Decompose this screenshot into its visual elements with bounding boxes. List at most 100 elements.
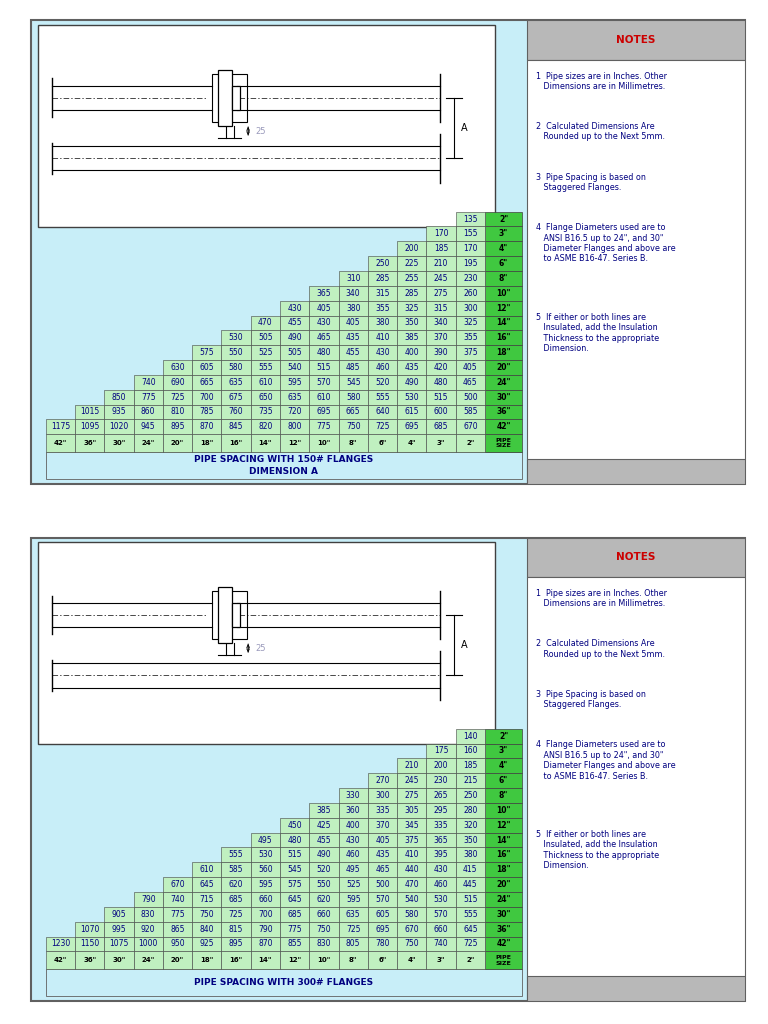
Text: 18": 18" [496, 865, 511, 874]
Bar [485, 951, 522, 969]
Bar [221, 331, 250, 345]
Bar [455, 360, 485, 375]
Text: 790: 790 [141, 895, 156, 904]
Text: NOTES: NOTES [617, 35, 656, 45]
Bar [104, 937, 134, 951]
Bar [368, 907, 397, 922]
Text: 580: 580 [229, 362, 243, 372]
Text: 670: 670 [463, 422, 478, 431]
Bar [455, 937, 485, 951]
Bar [485, 360, 522, 375]
Bar [134, 907, 163, 922]
Bar [426, 242, 455, 256]
Bar [250, 345, 280, 360]
Text: 545: 545 [287, 865, 302, 874]
Text: 610: 610 [258, 378, 273, 387]
Bar [134, 434, 163, 452]
Bar [163, 907, 192, 922]
Bar [310, 360, 339, 375]
Bar [426, 315, 455, 331]
Bar [426, 404, 455, 420]
Text: 400: 400 [346, 820, 360, 829]
Text: 160: 160 [463, 746, 478, 756]
Text: 785: 785 [200, 408, 214, 417]
Text: 580: 580 [405, 909, 419, 919]
Bar [455, 892, 485, 907]
Text: 540: 540 [405, 895, 419, 904]
Text: 325: 325 [405, 303, 419, 312]
Bar [104, 404, 134, 420]
Bar [397, 301, 426, 315]
Bar [46, 434, 75, 452]
Bar [485, 286, 522, 301]
Text: 30": 30" [112, 440, 125, 446]
Text: 870: 870 [258, 939, 273, 948]
Text: 950: 950 [170, 939, 185, 948]
Bar [368, 922, 397, 937]
Text: 645: 645 [200, 880, 214, 889]
Text: 725: 725 [376, 422, 389, 431]
Text: 635: 635 [229, 378, 243, 387]
Text: 725: 725 [170, 392, 185, 401]
Bar [426, 390, 455, 404]
Bar [221, 404, 250, 420]
Bar [310, 892, 339, 907]
Text: 20": 20" [496, 362, 511, 372]
Bar [426, 922, 455, 937]
Text: 605: 605 [376, 909, 390, 919]
Text: 460: 460 [346, 850, 360, 859]
Text: 42": 42" [54, 440, 67, 446]
Text: 18": 18" [200, 440, 214, 446]
Text: 4": 4" [408, 957, 416, 964]
Text: 860: 860 [141, 408, 155, 417]
Bar [397, 360, 426, 375]
Bar [339, 951, 368, 969]
Bar [280, 922, 310, 937]
Text: 6": 6" [499, 776, 508, 785]
Text: 435: 435 [376, 850, 390, 859]
Bar [310, 862, 339, 878]
Bar [104, 390, 134, 404]
Text: 16": 16" [230, 957, 243, 964]
Bar [250, 922, 280, 937]
Text: 675: 675 [229, 392, 243, 401]
Text: 25: 25 [255, 127, 266, 135]
Text: 25: 25 [255, 644, 266, 652]
Text: 480: 480 [434, 378, 449, 387]
Text: 370: 370 [376, 820, 390, 829]
Text: 12": 12" [288, 440, 301, 446]
Bar [339, 420, 368, 434]
Text: 405: 405 [316, 303, 331, 312]
Bar [368, 375, 397, 390]
Text: 520: 520 [376, 378, 389, 387]
Bar [368, 833, 397, 848]
Text: 265: 265 [434, 791, 449, 800]
Bar [527, 20, 745, 60]
Text: 300: 300 [463, 303, 478, 312]
Text: 530: 530 [434, 895, 449, 904]
Text: 725: 725 [346, 925, 360, 934]
Text: 525: 525 [346, 880, 360, 889]
Bar [397, 390, 426, 404]
Text: 560: 560 [258, 865, 273, 874]
Bar [455, 759, 485, 773]
Bar [368, 803, 397, 818]
Text: 660: 660 [316, 909, 331, 919]
Bar [339, 862, 368, 878]
Text: 530: 530 [229, 333, 243, 342]
Bar [397, 951, 426, 969]
Bar [221, 862, 250, 878]
Bar [250, 360, 280, 375]
Bar [368, 434, 397, 452]
Bar [280, 833, 310, 848]
Bar [46, 951, 75, 969]
Text: 1070: 1070 [80, 925, 99, 934]
Text: 2": 2" [466, 440, 475, 446]
Text: 1  Pipe sizes are in Inches. Other
   Dimensions are in Millimetres.: 1 Pipe sizes are in Inches. Other Dimens… [536, 589, 667, 608]
Text: 670: 670 [170, 880, 185, 889]
Text: 500: 500 [376, 880, 390, 889]
Bar [426, 951, 455, 969]
Bar [397, 404, 426, 420]
Bar [280, 360, 310, 375]
Text: 6": 6" [379, 440, 386, 446]
